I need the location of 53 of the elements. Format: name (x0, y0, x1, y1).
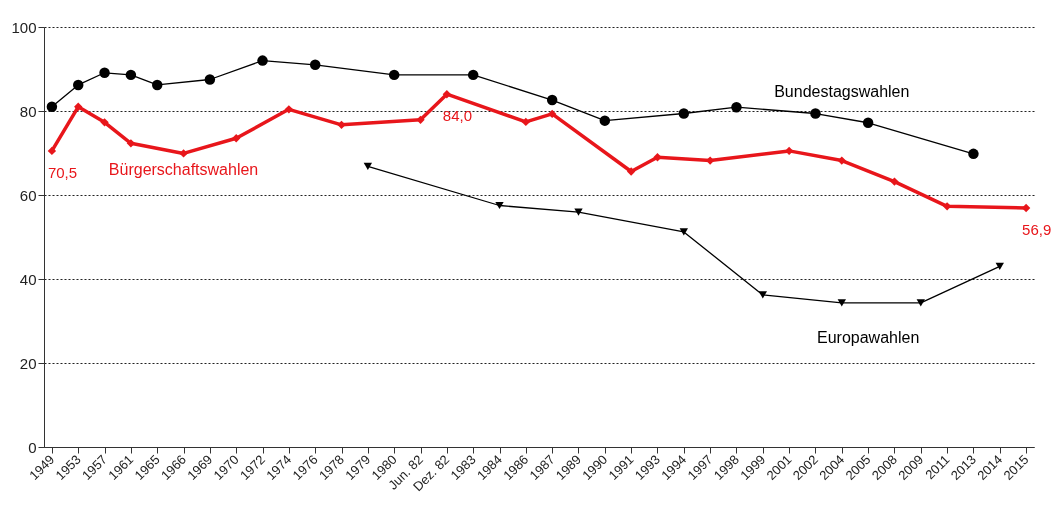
point (72, 79, 84, 91)
point (599, 115, 611, 126)
point (679, 228, 688, 236)
point (626, 167, 636, 176)
point (995, 262, 1004, 271)
point (151, 79, 163, 91)
point (890, 177, 899, 186)
point (837, 299, 846, 307)
point (521, 117, 531, 127)
point (467, 69, 479, 81)
point (126, 139, 136, 148)
y-tick-label: 100 (11, 18, 37, 36)
point (968, 148, 979, 160)
point (337, 120, 346, 130)
point (416, 115, 425, 124)
y-tick-label: 40 (19, 270, 37, 288)
point (363, 162, 373, 171)
point (125, 69, 137, 81)
point (100, 118, 109, 127)
point (758, 291, 767, 299)
point (204, 74, 216, 85)
data-label: 70,5 (47, 163, 78, 181)
point (232, 134, 241, 143)
point (810, 108, 821, 119)
point (546, 94, 558, 106)
y-tick-label: 80 (19, 102, 37, 120)
data-label: 84,0 (442, 107, 473, 125)
point (257, 55, 268, 66)
point (74, 102, 83, 111)
y-tick-label: 0 (28, 438, 37, 456)
point (388, 69, 400, 81)
point (47, 146, 57, 156)
point (547, 109, 557, 119)
series-label: Europawahlen (816, 328, 920, 346)
point (99, 67, 110, 79)
point (731, 101, 742, 113)
point (442, 90, 452, 99)
y-tick-label: 20 (19, 354, 37, 372)
point (574, 208, 583, 216)
series-label: Bundestagswahlen (774, 83, 910, 101)
point (309, 59, 321, 71)
point (916, 299, 925, 307)
point (678, 108, 690, 119)
point (179, 149, 188, 158)
point (46, 101, 58, 113)
point (862, 117, 874, 128)
series-label: Bürgerschaftswahlen (108, 160, 259, 178)
y-tick-label: 60 (19, 186, 37, 204)
point (495, 201, 504, 210)
point (653, 153, 662, 162)
data-label: 56,9 (1022, 221, 1052, 239)
point (837, 156, 846, 165)
point (284, 105, 294, 114)
